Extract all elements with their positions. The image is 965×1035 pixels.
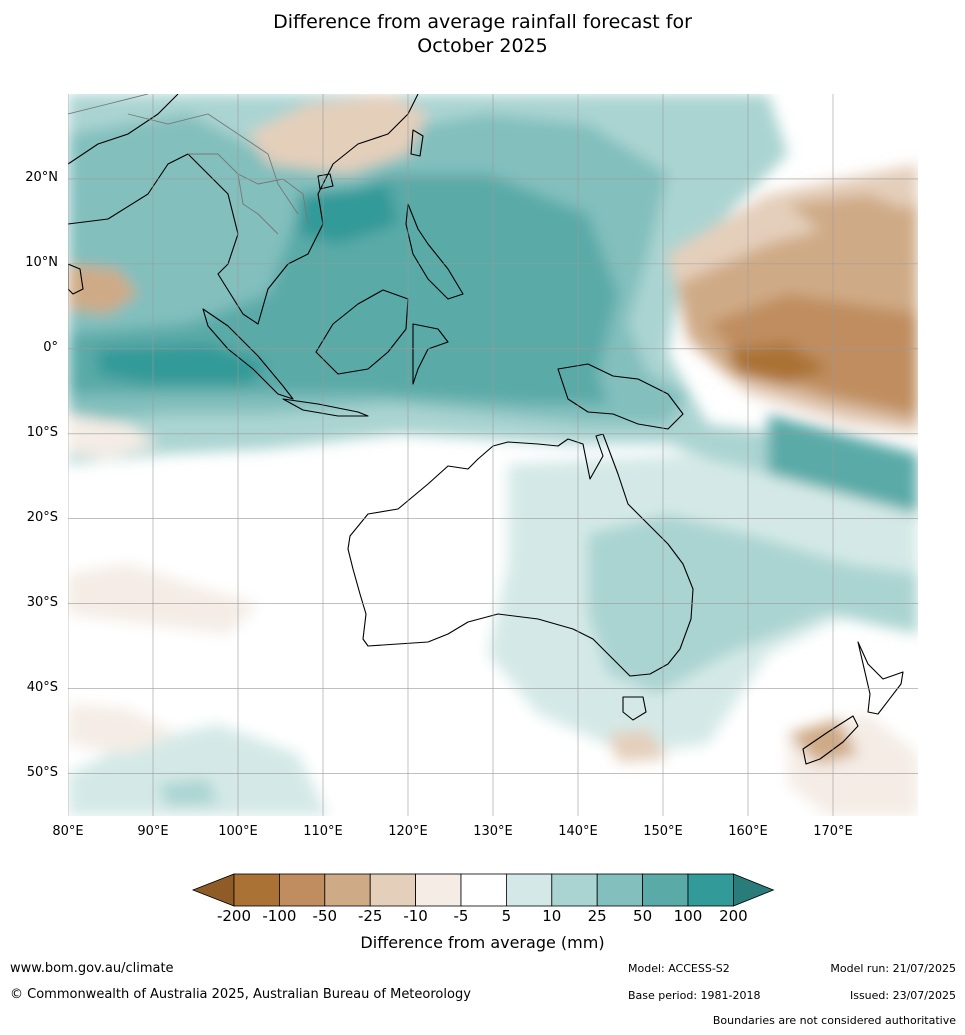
colorbar-tick-label: 50 [633, 907, 653, 925]
title-line-2: October 2025 [417, 35, 548, 57]
lon-tick-label: 130°E [473, 824, 513, 839]
colorbar-over-arrow [733, 873, 775, 907]
colorbar-segment [369, 873, 416, 907]
colorbar-tick-label: -100 [262, 907, 297, 925]
copyright-text: © Commonwealth of Australia 2025, Austra… [10, 987, 471, 1002]
wet-zone-south-small [158, 779, 218, 806]
philippines-coastline [405, 203, 464, 300]
colorbar-segment [642, 873, 689, 907]
dry-zone-india-east [68, 264, 138, 314]
colorbar-segment [687, 873, 734, 907]
colorbar-segment [505, 873, 553, 907]
colorbar-tick-label: 200 [719, 907, 748, 925]
java-coastline [282, 398, 369, 417]
lat-tick-label: 20°S [26, 509, 58, 525]
lon-tick-label: 150°E [643, 824, 683, 839]
issued-text: Issued: 23/07/2025 [849, 989, 956, 1002]
nz-north-coastline [857, 641, 904, 715]
dry-zone-west-pale [68, 564, 258, 634]
wet-zone-core [98, 344, 268, 384]
colorbar-segment [415, 873, 462, 907]
wet-zone-east-aus-inner [588, 514, 918, 694]
dry-zone-northeast [788, 194, 918, 264]
colorbar-segment [279, 873, 326, 907]
dry-zone-pacific-core [728, 344, 828, 384]
lat-tick-label: 50°S [26, 764, 58, 780]
hainan-coastline [317, 173, 334, 190]
tasmania-coastline [622, 696, 647, 721]
lat-tick-label: 40°S [26, 679, 58, 695]
lat-tick-label: 10°N [25, 254, 58, 270]
dry-zone-southeast [788, 719, 858, 764]
se-asia-coastline [68, 94, 419, 325]
base-period-text: Base period: 1981-2018 [628, 989, 761, 1002]
colorbar-tick-label: 25 [587, 907, 607, 925]
lon-tick-label: 170°E [813, 824, 853, 839]
taiwan-coastline [410, 129, 424, 157]
colorbar-segment [324, 873, 371, 907]
colorbar-segment [460, 873, 507, 907]
colorbar-tick-label: -5 [453, 907, 469, 925]
colorbar-under-arrow [191, 873, 235, 907]
lat-tick-label: 20°N [25, 169, 58, 185]
dry-zone-south-pale [68, 704, 178, 754]
dry-zone-tasman-small [608, 729, 668, 762]
india-coastline [68, 94, 179, 165]
sumatra-coastline [202, 308, 294, 400]
lat-tick-label: 0° [43, 339, 58, 355]
lon-tick-label: 120°E [388, 824, 428, 839]
title-line-1: Difference from average rainfall forecas… [273, 11, 692, 33]
lon-tick-label: 160°E [728, 824, 768, 839]
lat-tick-label: 10°S [26, 424, 58, 440]
lon-tick-label: 100°E [218, 824, 258, 839]
colorbar-tick-label: 10 [542, 907, 562, 925]
colorbar-tick-label: -200 [216, 907, 252, 925]
colorbar-segment [233, 873, 280, 907]
lon-tick-label: 140°E [558, 824, 598, 839]
colorbar-segment [596, 873, 644, 907]
lon-tick-label: 110°E [303, 824, 343, 839]
colorbar-label: Difference from average (mm) [360, 933, 605, 952]
model-run-text: Model run: 21/07/2025 [830, 962, 956, 975]
new-guinea-coastline [557, 363, 684, 430]
colorbar-tick-label: -50 [312, 907, 338, 925]
rainfall-map [68, 94, 918, 816]
model-text: Model: ACCESS-S2 [628, 962, 730, 975]
colorbar-tick-label: 5 [501, 907, 512, 925]
dry-zone-pacific-inner [708, 294, 918, 414]
colorbar-tick-label: 100 [673, 907, 703, 925]
gridlines [68, 94, 918, 816]
colorbar-tick-label: -25 [357, 907, 383, 925]
colorbar [191, 873, 775, 907]
dry-zone-south-china [248, 94, 428, 174]
lon-tick-label: 90°E [137, 824, 169, 839]
disclaimer-text: Boundaries are not considered authoritat… [712, 1014, 956, 1027]
nz-south-coastline [802, 715, 859, 765]
borneo-coastline [315, 289, 409, 375]
sri-lanka-coastline [68, 263, 84, 295]
map-title: Difference from average rainfall forecas… [0, 10, 965, 58]
colorbar-segment [551, 873, 598, 907]
lat-tick-label: 30°S [26, 594, 58, 610]
lon-tick-label: 80°E [52, 824, 84, 839]
website-text: www.bom.gov.au/climate [10, 961, 174, 976]
colorbar-tick-label: -10 [403, 907, 428, 925]
dry-zone-indian-ocean [68, 414, 158, 459]
